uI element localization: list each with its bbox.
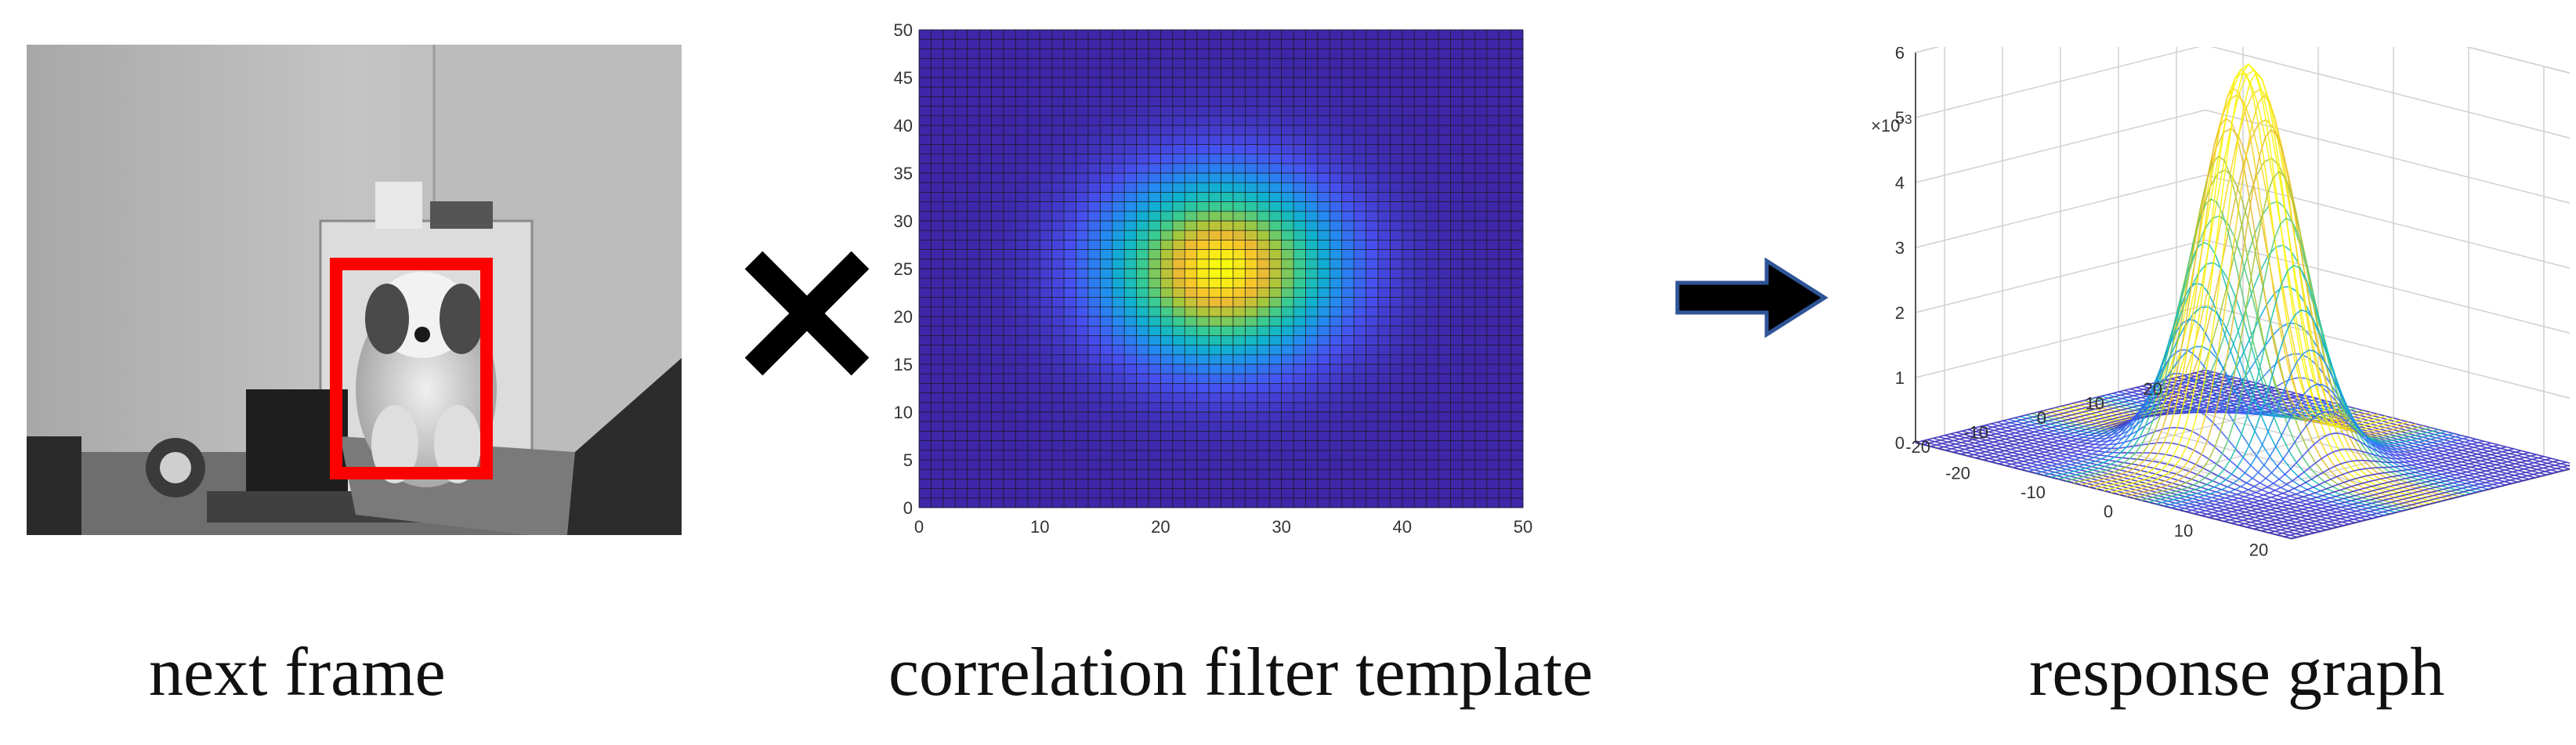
- arrow: [1673, 255, 1829, 341]
- surface-x-tick-label: 0: [2104, 501, 2113, 521]
- surface-x-tick-label: 20: [2249, 540, 2268, 559]
- surface-mesh: [1915, 63, 2576, 540]
- heatmap-y-tick-label: 0: [903, 498, 913, 518]
- caption-next-frame: next frame: [149, 635, 446, 711]
- heatmap-x-tick-label: 0: [914, 517, 924, 537]
- heatmap-y-tick-label: 10: [894, 403, 913, 422]
- heatmap-cells: [919, 30, 1524, 508]
- caption-response-graph: response graph: [2029, 635, 2445, 711]
- heatmap-y-ticks: 0 5 10 15 20 25 30 35 40 45 50: [894, 20, 913, 518]
- surface-z-tick-label: 3: [1895, 238, 1905, 258]
- heatmap-x-tick-label: 10: [1030, 517, 1049, 537]
- frame-photo: [27, 45, 682, 535]
- heatmap-y-tick-label: 20: [894, 307, 913, 327]
- z-exponent-label: ×10-3: [1871, 112, 1912, 136]
- heatmap-x-tick-label: 30: [1272, 517, 1290, 537]
- surface-z-tick-label: 6: [1895, 47, 1905, 63]
- heatmap-x-tick-label: 20: [1151, 517, 1170, 537]
- heatmap-y-tick-label: 5: [903, 450, 913, 470]
- multiply-operator: [736, 243, 877, 384]
- heatmap-x-tick-label: 40: [1393, 517, 1412, 537]
- surface-x-tick-label: -20: [1945, 463, 1970, 483]
- surface-z-tick-label: 5: [1895, 108, 1905, 128]
- surface-z-tick-label: 1: [1895, 368, 1905, 388]
- surface-x-tick-label: -10: [2021, 483, 2046, 502]
- heatmap-grid: [918, 29, 1524, 508]
- response-surface: 0 1 2 3 4 5 6 20 10 0 -10 -20 -20 -10 0 10 20 ×10-3: [1841, 0, 2576, 580]
- next-frame-image: [27, 45, 682, 535]
- caption-correlation-filter-template: correlation filter template: [888, 635, 1594, 711]
- surface-y-tick-label: 20: [2144, 379, 2162, 399]
- heatmap-y-tick-label: 35: [894, 164, 913, 183]
- surface-z-tick-label: 2: [1895, 303, 1905, 323]
- heatmap-y-tick-label: 45: [894, 68, 913, 88]
- heatmap-y-tick-label: 15: [894, 355, 913, 374]
- heatmap-x-ticks: 0 10 20 30 40 50: [914, 517, 1532, 537]
- surface-chart: 0 1 2 3 4 5 6 20 10 0 -10 -20 -20 -10 0 10 20 ×10-3: [1871, 0, 2576, 559]
- surface-y-tick-label: 0: [2037, 408, 2046, 428]
- heatmap-chart: 0 10 20 30 40 50 0 5 10 15 20 25 30 35 40 45 50: [894, 20, 1533, 537]
- surface-y-tick-label: 10: [2086, 393, 2104, 413]
- surface-ticks: 0 1 2 3 4 5 6 20 10 0 -10 -20 -20 -10 0 10 20: [1895, 43, 2268, 559]
- surface-y-tick-label: -10: [1963, 422, 1988, 442]
- bounding-box: [330, 258, 493, 479]
- right-arrow-icon: [1675, 257, 1829, 338]
- heatmap-y-tick-label: 40: [894, 116, 913, 136]
- heatmap-y-tick-label: 50: [894, 20, 913, 40]
- heatmap-x-tick-label: 50: [1514, 517, 1532, 537]
- surface-z-tick-label: 0: [1895, 433, 1905, 453]
- template-heatmap: 0 10 20 30 40 50 0 5 10 15 20 25 30 35 40 45 50: [893, 16, 1630, 564]
- surface-z-tick-label: 4: [1895, 173, 1905, 193]
- times-icon: [744, 251, 870, 376]
- heatmap-y-tick-label: 30: [894, 212, 913, 231]
- surface-x-tick-label: 10: [2174, 521, 2193, 541]
- surface-y-tick-label: -20: [1905, 437, 1930, 457]
- heatmap-y-tick-label: 25: [894, 259, 913, 279]
